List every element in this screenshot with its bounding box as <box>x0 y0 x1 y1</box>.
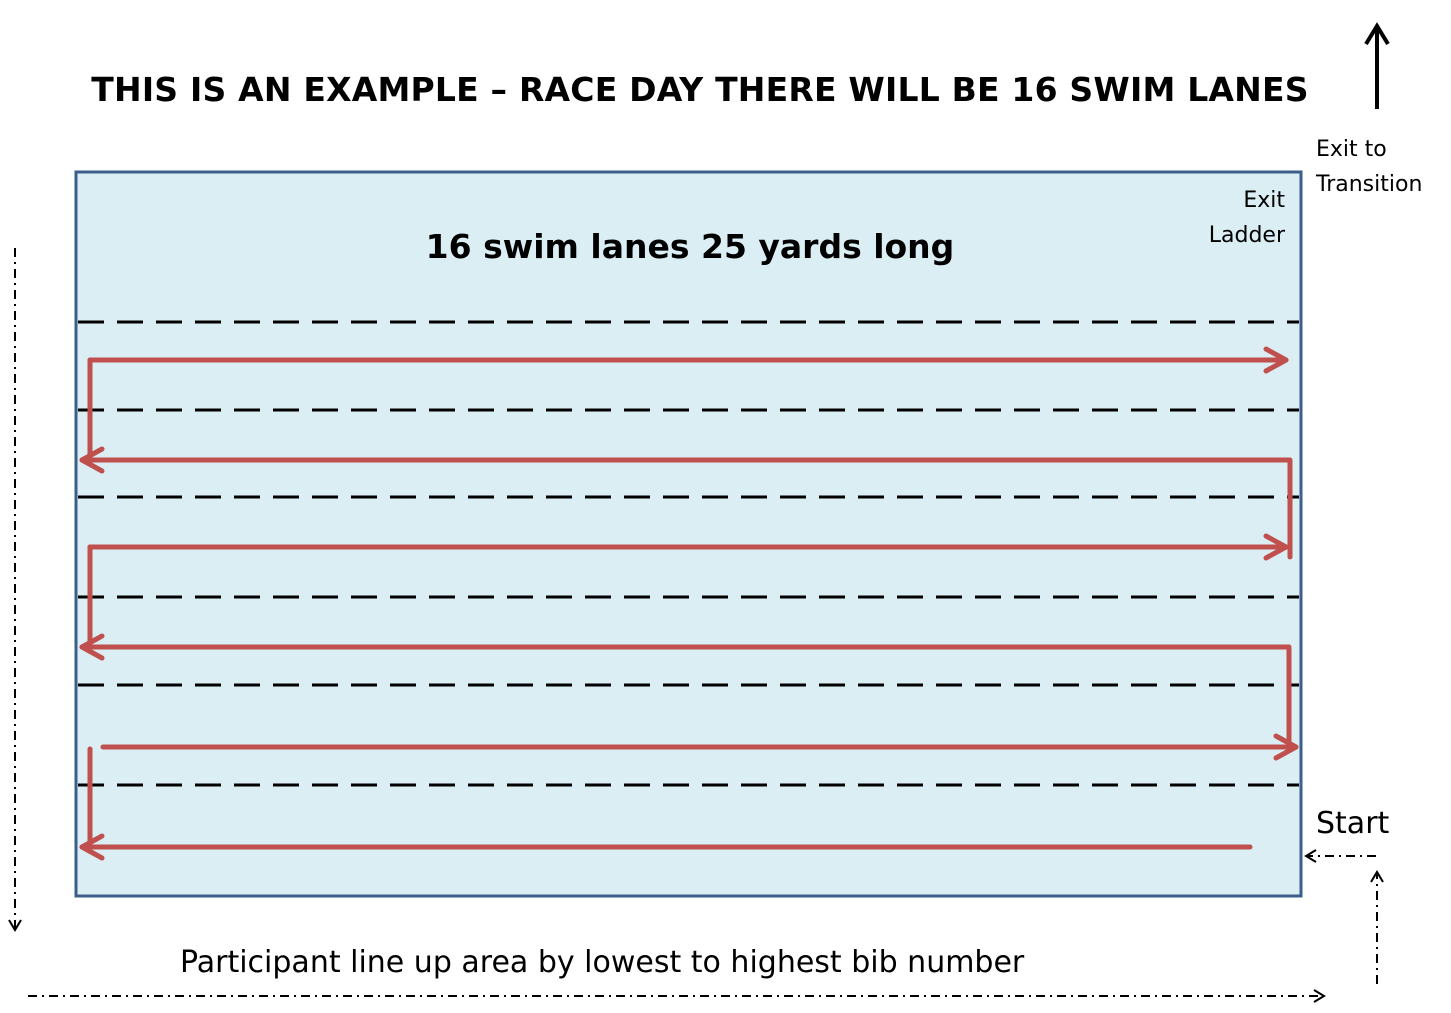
lineup-area-label: Participant line up area by lowest to hi… <box>180 945 1025 980</box>
right-queue-arrow <box>1370 870 1384 984</box>
exit-arrow <box>1364 22 1390 109</box>
arrowhead-right <box>1263 346 1289 374</box>
bottom-queue-arrow <box>28 989 1326 1003</box>
exit-ladder-line-2: Ladder <box>1208 223 1285 248</box>
start-label: Start <box>1316 806 1390 841</box>
arrowhead-right <box>1263 533 1289 561</box>
arrowhead-left <box>79 633 105 661</box>
exit-transition-line-2: Transition <box>1316 172 1423 197</box>
lane-ropes <box>78 320 1299 787</box>
exit-transition-label: Exit to Transition <box>1316 132 1422 202</box>
arrowhead-left <box>79 446 105 474</box>
exit-ladder-line-1: Exit <box>1243 188 1285 213</box>
swim-path <box>79 346 1299 861</box>
arrowhead-left <box>79 833 105 861</box>
arrowhead-right <box>1273 733 1299 761</box>
pool-heading: 16 swim lanes 25 yards long <box>425 227 955 266</box>
left-queue-arrow <box>8 248 22 932</box>
exit-ladder-label: Exit Ladder <box>1209 183 1285 253</box>
exit-transition-line-1: Exit to <box>1316 137 1387 162</box>
pool <box>74 170 1303 898</box>
page-title: THIS IS AN EXAMPLE – RACE DAY THERE WILL… <box>91 70 1309 109</box>
start-arrow <box>1304 849 1376 863</box>
